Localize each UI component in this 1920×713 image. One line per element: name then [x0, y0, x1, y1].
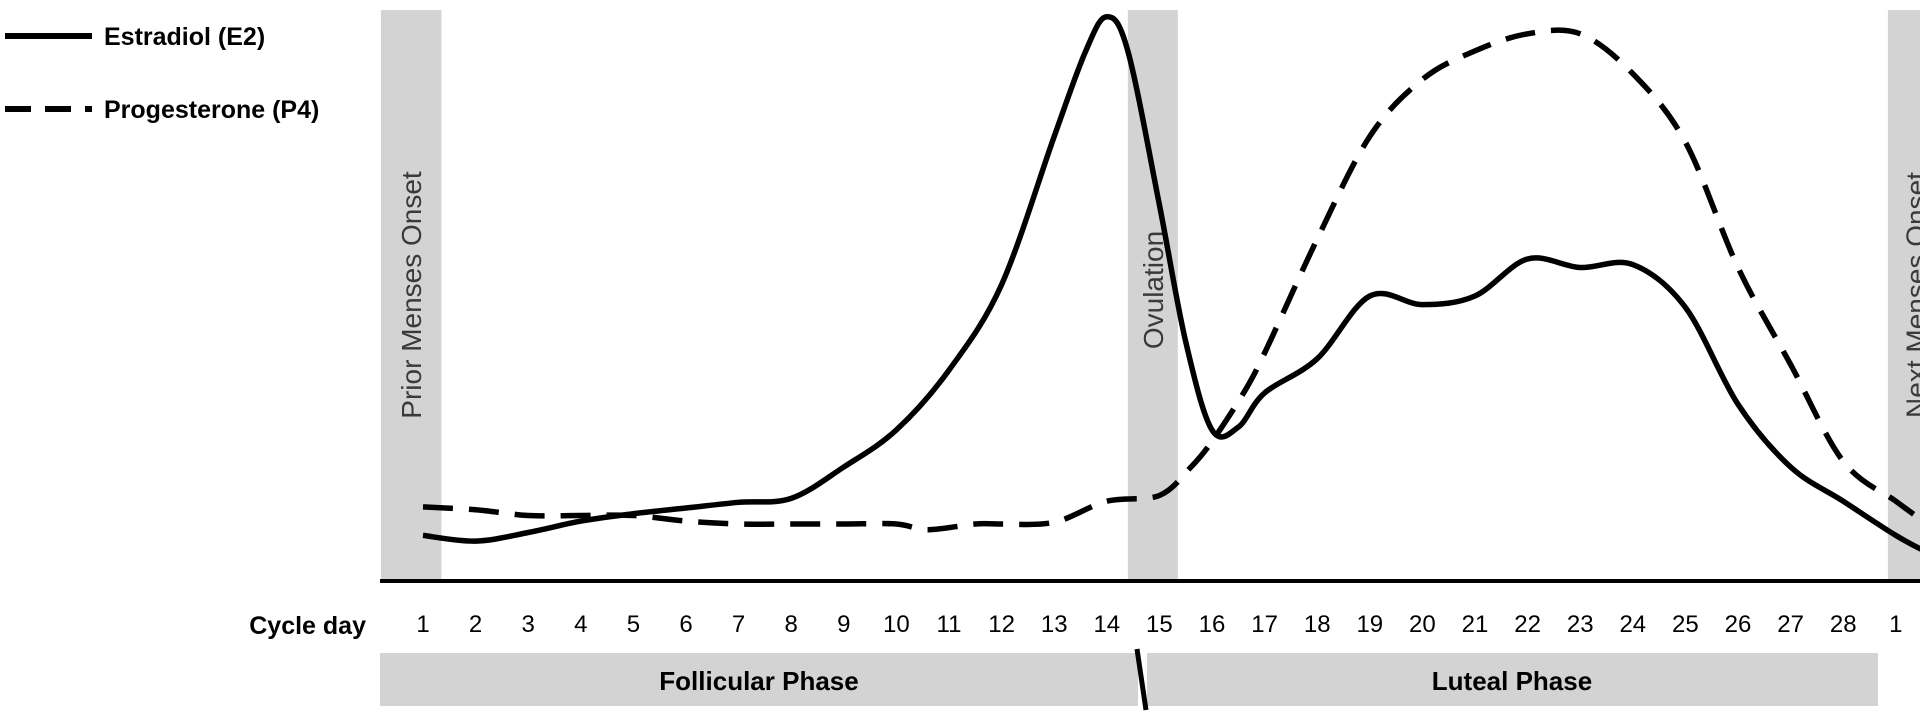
- x-tick-label: 12: [988, 611, 1015, 638]
- legend-label-estradiol: Estradiol (E2): [104, 23, 265, 51]
- x-tick-label: 3: [522, 611, 535, 638]
- series-line-estradiol-e2: [422, 13, 1920, 552]
- x-tick-labels: 1 2 3 4 5 6 7 8 9 10 11 12 13 14 15 16 17 18 19 20 21 22 23 24 2…: [416, 611, 1902, 638]
- phase-divider: [1134, 648, 1149, 711]
- x-tick-label: 28: [1830, 611, 1857, 638]
- x-tick-label: 22: [1514, 611, 1541, 638]
- follicular-phase-bar: [380, 653, 1138, 706]
- x-axis-title: Cycle day: [249, 612, 366, 640]
- x-tick-label: 9: [837, 611, 850, 638]
- band-prior-menses-onset: [380, 10, 442, 581]
- x-tick-label: 11: [937, 611, 962, 638]
- x-tick-label: 26: [1725, 611, 1752, 638]
- phase-bar: Follicular Phase Luteal Phase: [380, 648, 1878, 711]
- band-next-menses-onset: [1887, 10, 1920, 581]
- legend: Estradiol (E2) Progesterone (P4): [5, 23, 319, 124]
- x-tick-label: 17: [1251, 611, 1278, 638]
- x-tick-label: 6: [679, 611, 692, 638]
- x-tick-label: 10: [883, 611, 910, 638]
- x-tick-label: 5: [627, 611, 640, 638]
- x-tick-label: 4: [574, 611, 587, 638]
- band-ovulation: [1127, 10, 1178, 581]
- luteal-phase-bar: [1147, 653, 1878, 706]
- x-tick-label: 19: [1356, 611, 1383, 638]
- band-label-next-menses-onset: Next Menses Onset: [1901, 172, 1920, 418]
- x-tick-label: 20: [1409, 611, 1436, 638]
- x-tick-label: 23: [1567, 611, 1594, 638]
- x-tick-label: 1: [1889, 611, 1902, 638]
- series-line-progesterone-p4: [422, 27, 1920, 533]
- band-label-ovulation: Ovulation: [1138, 231, 1169, 349]
- x-tick-label: 2: [469, 611, 482, 638]
- x-tick-label: 16: [1199, 611, 1226, 638]
- x-tick-label: 18: [1304, 611, 1331, 638]
- x-tick-label: 1: [416, 611, 429, 638]
- x-tick-label: 27: [1777, 611, 1804, 638]
- x-tick-label: 24: [1619, 611, 1646, 638]
- x-tick-label: 13: [1041, 611, 1068, 638]
- series-lines: [422, 13, 1920, 552]
- shaded-bands: Prior Menses Onset Ovulation Next Menses O…: [380, 10, 1920, 581]
- x-tick-label: 8: [785, 611, 798, 638]
- x-tick-label: 15: [1146, 611, 1173, 638]
- x-tick-label: 14: [1093, 611, 1120, 638]
- x-tick-label: 25: [1672, 611, 1699, 638]
- luteal-phase-label: Luteal Phase: [1432, 666, 1592, 696]
- follicular-phase-label: Follicular Phase: [659, 666, 858, 696]
- legend-label-progesterone: Progesterone (P4): [104, 96, 319, 124]
- x-tick-label: 21: [1462, 611, 1489, 638]
- band-label-prior-menses-onset: Prior Menses Onset: [396, 171, 427, 419]
- x-tick-label: 7: [732, 611, 745, 638]
